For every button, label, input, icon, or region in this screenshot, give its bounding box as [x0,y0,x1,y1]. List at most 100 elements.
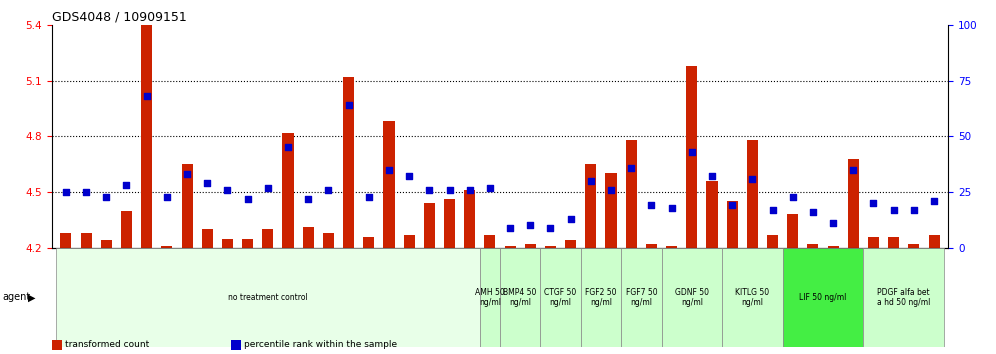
Bar [828,246,839,248]
Bar [101,240,112,248]
Point [926,198,942,204]
Bar [606,173,617,248]
Bar [586,164,597,248]
Bar [722,248,783,347]
Point [381,167,397,172]
Point [623,165,639,170]
Point [583,178,599,184]
Point [138,93,154,99]
Point [361,194,376,199]
Text: CTGF 50
ng/ml: CTGF 50 ng/ml [545,288,577,307]
Point [765,207,781,213]
Point [724,202,740,208]
Point [401,173,417,179]
Point [522,223,538,228]
Bar [928,235,939,248]
Bar [303,227,314,248]
Point [866,200,881,206]
Bar [767,235,778,248]
Text: agent: agent [2,292,30,302]
Bar [908,244,919,248]
Point [643,202,659,208]
Bar [202,229,213,248]
Bar [661,248,722,347]
Text: PDGF alfa bet
a hd 50 ng/ml: PDGF alfa bet a hd 50 ng/ml [877,288,930,307]
Bar [56,248,480,347]
Bar [480,248,500,347]
Bar [622,248,661,347]
Bar [888,237,899,248]
Text: LIF 50 ng/ml: LIF 50 ng/ml [800,293,847,302]
Bar [541,248,581,347]
Point [785,194,801,199]
Bar [283,133,294,248]
Point [280,144,296,150]
Point [603,187,619,193]
Bar [868,237,879,248]
Bar [364,237,374,248]
Point [482,185,498,190]
Text: no treatment control: no treatment control [228,293,308,302]
Bar [581,248,622,347]
Point [885,207,901,213]
Point [219,187,235,193]
Bar [161,246,172,248]
Point [441,187,457,193]
Bar [625,140,636,248]
Point [321,187,337,193]
Point [825,221,841,226]
Point [260,185,276,190]
Point [341,102,357,108]
Bar [808,244,819,248]
Bar [222,239,233,248]
Bar [464,190,475,248]
Bar [181,164,192,248]
Bar [423,203,435,248]
Text: BMP4 50
ng/ml: BMP4 50 ng/ml [504,288,537,307]
Point [563,216,579,222]
Text: AMH 50
ng/ml: AMH 50 ng/ml [475,288,505,307]
Point [421,187,437,193]
Bar [323,233,334,248]
Bar [848,159,859,248]
Bar [706,181,717,248]
Point [179,171,195,177]
Text: FGF2 50
ng/ml: FGF2 50 ng/ml [586,288,617,307]
Point [805,209,821,215]
Bar [645,244,657,248]
Bar [262,229,273,248]
Point [300,196,316,201]
Point [78,189,94,195]
Bar [242,239,253,248]
Point [58,189,74,195]
Bar [783,248,864,347]
Bar [525,244,536,248]
Bar [121,211,132,248]
Bar [505,246,516,248]
Bar [686,66,697,248]
Point [906,207,922,213]
Text: transformed count: transformed count [65,340,149,349]
Bar [484,235,495,248]
Text: FGF7 50
ng/ml: FGF7 50 ng/ml [625,288,657,307]
Text: GDS4048 / 10909151: GDS4048 / 10909151 [52,11,186,24]
Bar [383,121,394,248]
Bar [565,240,577,248]
Bar [747,140,758,248]
Point [704,173,720,179]
Point [199,180,215,186]
Point [684,149,700,155]
Bar [403,235,414,248]
Point [119,183,134,188]
Text: percentile rank within the sample: percentile rank within the sample [244,340,397,349]
Text: ▶: ▶ [28,292,36,302]
Bar [787,215,798,248]
Point [159,194,175,199]
Text: GDNF 50
ng/ml: GDNF 50 ng/ml [674,288,709,307]
Bar [81,233,92,248]
Point [543,225,559,230]
Text: KITLG 50
ng/ml: KITLG 50 ng/ml [735,288,770,307]
Bar [666,246,677,248]
Bar [545,246,556,248]
Bar [500,248,541,347]
